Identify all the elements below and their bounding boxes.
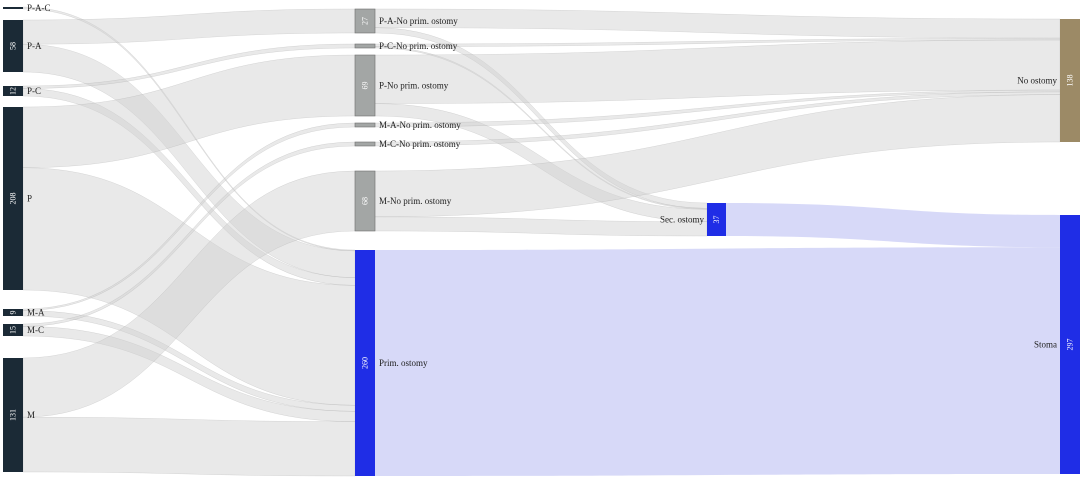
node-count-stoma: 297 xyxy=(1066,339,1075,351)
node-label-sec: Sec. ostomy xyxy=(660,215,704,225)
flow-sec-to-stoma xyxy=(726,203,1060,248)
node-label-p_np: P-No prim. ostomy xyxy=(379,81,449,91)
node-prim xyxy=(355,250,375,476)
node-count-ma: 9 xyxy=(9,311,18,315)
node-count-p_np: 69 xyxy=(361,82,370,90)
node-count-pa_np: 27 xyxy=(361,17,370,25)
flow-prim-to-stoma xyxy=(375,247,1060,476)
node-pac xyxy=(3,7,23,9)
node-label-stoma: Stoma xyxy=(1034,340,1057,350)
node-pa_np xyxy=(354,8,376,34)
node-pc_np xyxy=(354,43,376,49)
node-count-m: 131 xyxy=(9,409,18,421)
node-label-mc_np: M-C-No prim. ostomy xyxy=(379,139,461,149)
node-pa xyxy=(3,20,23,72)
flow-m_np-to-sec xyxy=(374,216,708,237)
node-count-m_np: 68 xyxy=(361,197,370,205)
node-count-sec: 37 xyxy=(712,216,721,224)
node-count-pc: 12 xyxy=(9,87,18,95)
node-label-p: P xyxy=(27,194,32,204)
node-label-pc_np: P-C-No prim. ostomy xyxy=(379,41,458,51)
node-m_np xyxy=(354,170,376,232)
node-noost xyxy=(1060,19,1080,142)
node-labels: P-A-C 58 P-A 12 P-C 208 P 9 M-A 15 M-C 131 M 27 P-A-No… xyxy=(9,3,1075,421)
node-label-pa: P-A xyxy=(27,41,42,51)
node-count-p: 208 xyxy=(9,193,18,205)
flow-pa_np-to-noost xyxy=(374,8,1061,39)
node-ma_np xyxy=(354,122,376,128)
flow-m-to-prim xyxy=(22,416,356,477)
node-label-ma: M-A xyxy=(27,308,45,318)
flow-m_np-to-noost xyxy=(374,94,1061,218)
node-label-pa_np: P-A-No prim. ostomy xyxy=(379,16,458,26)
node-label-pac: P-A-C xyxy=(27,3,51,13)
node-label-pc: P-C xyxy=(27,86,41,96)
node-label-ma_np: M-A-No prim. ostomy xyxy=(379,120,461,130)
node-label-noost: No ostomy xyxy=(1017,76,1057,86)
flow-links xyxy=(22,6,1061,477)
node-label-m_np: M-No prim. ostomy xyxy=(379,196,452,206)
node-mc_np xyxy=(354,141,376,147)
node-p xyxy=(3,107,23,290)
node-count-noost: 138 xyxy=(1066,75,1075,87)
node-count-pa: 58 xyxy=(9,42,18,50)
node-m xyxy=(3,358,23,472)
nodes xyxy=(3,7,1080,476)
node-label-prim: Prim. ostomy xyxy=(379,358,428,368)
node-count-prim: 260 xyxy=(361,357,370,369)
node-mc xyxy=(3,324,23,336)
node-label-mc: M-C xyxy=(27,325,44,335)
node-ma xyxy=(3,309,23,316)
node-pc xyxy=(3,86,23,96)
node-count-mc: 15 xyxy=(9,326,18,334)
flow-pa-to-pa_np xyxy=(22,8,356,45)
node-sec xyxy=(707,203,726,236)
node-label-m: M xyxy=(27,410,35,420)
node-p_np xyxy=(354,54,376,117)
node-stoma xyxy=(1060,215,1080,474)
